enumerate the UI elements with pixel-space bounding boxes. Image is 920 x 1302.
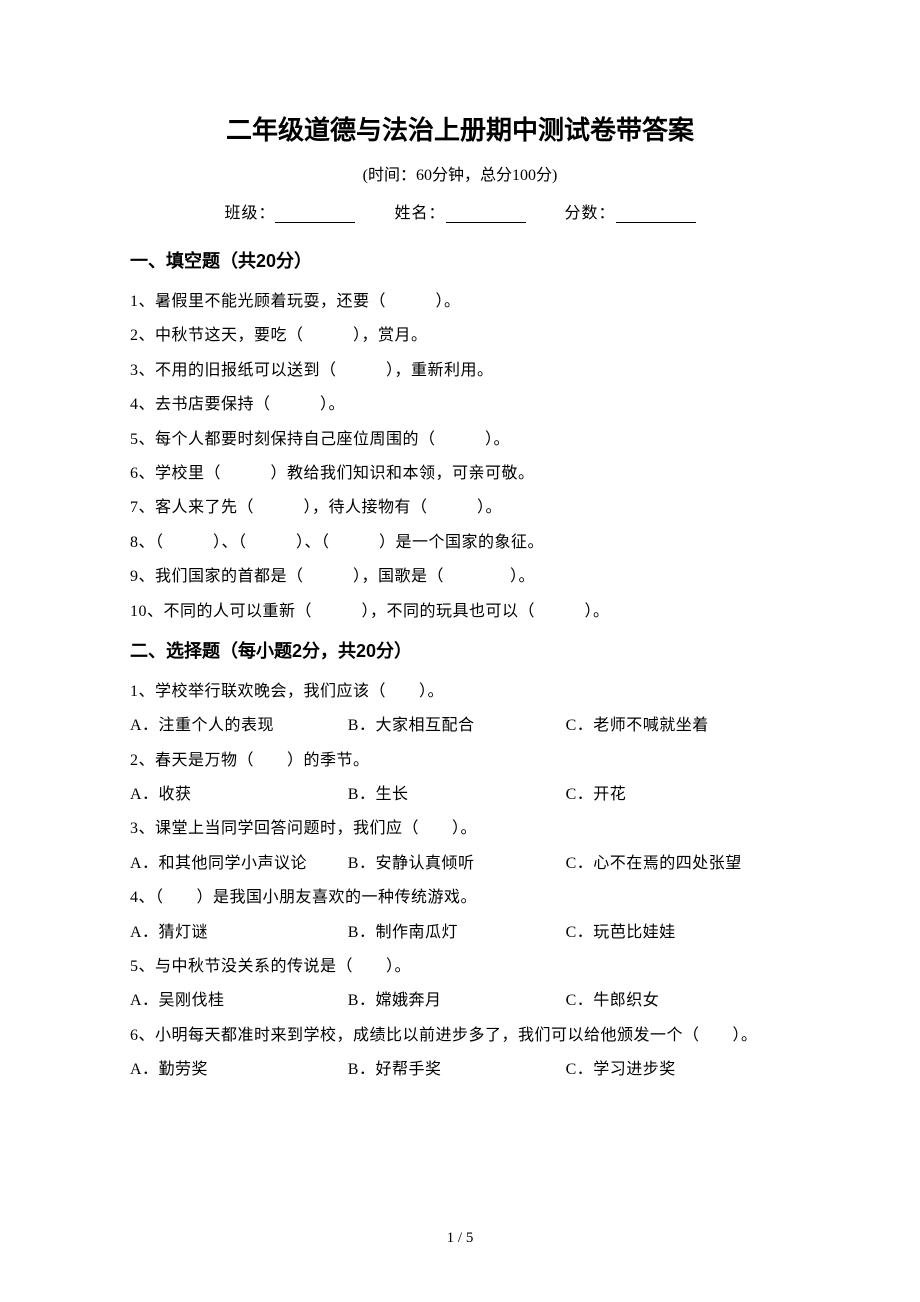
option-b: B．好帮手奖 <box>348 1053 566 1087</box>
info-line: 班级： 姓名： 分数： <box>130 199 790 223</box>
document-title: 二年级道德与法治上册期中测试卷带答案 <box>130 110 790 147</box>
name-blank[interactable] <box>446 207 526 223</box>
options-row: A．吴刚伐桂 B．嫦娥奔月 C．牛郎织女 <box>130 984 790 1018</box>
option-a: A．注重个人的表现 <box>130 709 348 743</box>
option-a: A．猜灯谜 <box>130 916 348 950</box>
fill-question: 8、（ ）、（ ）、（ ）是一个国家的象征。 <box>130 526 790 560</box>
choice-question: 5、与中秋节没关系的传说是（ ）。 <box>130 950 790 984</box>
options-row: A．猜灯谜 B．制作南瓜灯 C．玩芭比娃娃 <box>130 916 790 950</box>
choice-question: 4、（ ）是我国小朋友喜欢的一种传统游戏。 <box>130 881 790 915</box>
choice-question: 1、学校举行联欢晚会，我们应该（ ）。 <box>130 675 790 709</box>
section1-header: 一、填空题（共20分） <box>130 247 790 273</box>
option-c: C．心不在焉的四处张望 <box>566 847 790 881</box>
choice-question: 2、春天是万物（ ）的季节。 <box>130 744 790 778</box>
fill-question: 5、每个人都要时刻保持自己座位周围的（ ）。 <box>130 423 790 457</box>
option-b: B．嫦娥奔月 <box>348 984 566 1018</box>
score-label: 分数： <box>565 205 616 222</box>
name-label: 姓名： <box>394 205 445 222</box>
option-c: C．老师不喊就坐着 <box>566 709 790 743</box>
document-subtitle: (时间：60分钟，总分100分) <box>130 161 790 185</box>
option-b: B．生长 <box>348 778 566 812</box>
fill-question: 3、不用的旧报纸可以送到（ ），重新利用。 <box>130 354 790 388</box>
page-number: 1 / 5 <box>0 1230 920 1247</box>
fill-question: 10、不同的人可以重新（ ），不同的玩具也可以（ ）。 <box>130 595 790 629</box>
fill-question: 7、客人来了先（ ），待人接物有（ ）。 <box>130 491 790 525</box>
fill-question: 9、我们国家的首都是（ ），国歌是（ ）。 <box>130 560 790 594</box>
options-row: A．收获 B．生长 C．开花 <box>130 778 790 812</box>
options-row: A．勤劳奖 B．好帮手奖 C．学习进步奖 <box>130 1053 790 1087</box>
choice-question: 6、小明每天都准时来到学校，成绩比以前进步多了，我们可以给他颁发一个（ ）。 <box>130 1019 790 1053</box>
fill-question: 6、学校里（ ）教给我们知识和本领，可亲可敬。 <box>130 457 790 491</box>
option-b: B．安静认真倾听 <box>348 847 566 881</box>
class-blank[interactable] <box>275 207 355 223</box>
option-b: B．制作南瓜灯 <box>348 916 566 950</box>
option-c: C．牛郎织女 <box>566 984 790 1018</box>
options-row: A．和其他同学小声议论 B．安静认真倾听 C．心不在焉的四处张望 <box>130 847 790 881</box>
section2-header: 二、选择题（每小题2分，共20分） <box>130 637 790 663</box>
option-a: A．吴刚伐桂 <box>130 984 348 1018</box>
option-c: C．学习进步奖 <box>566 1053 790 1087</box>
option-a: A．和其他同学小声议论 <box>130 847 348 881</box>
fill-question: 4、去书店要保持（ ）。 <box>130 388 790 422</box>
option-a: A．收获 <box>130 778 348 812</box>
fill-question: 1、暑假里不能光顾着玩耍，还要（ ）。 <box>130 285 790 319</box>
class-label: 班级： <box>224 205 275 222</box>
option-a: A．勤劳奖 <box>130 1053 348 1087</box>
score-blank[interactable] <box>616 207 696 223</box>
option-b: B．大家相互配合 <box>348 709 566 743</box>
options-row: A．注重个人的表现 B．大家相互配合 C．老师不喊就坐着 <box>130 709 790 743</box>
choice-question: 3、课堂上当同学回答问题时，我们应（ ）。 <box>130 812 790 846</box>
option-c: C．玩芭比娃娃 <box>566 916 790 950</box>
option-c: C．开花 <box>566 778 790 812</box>
fill-question: 2、中秋节这天，要吃（ ），赏月。 <box>130 319 790 353</box>
